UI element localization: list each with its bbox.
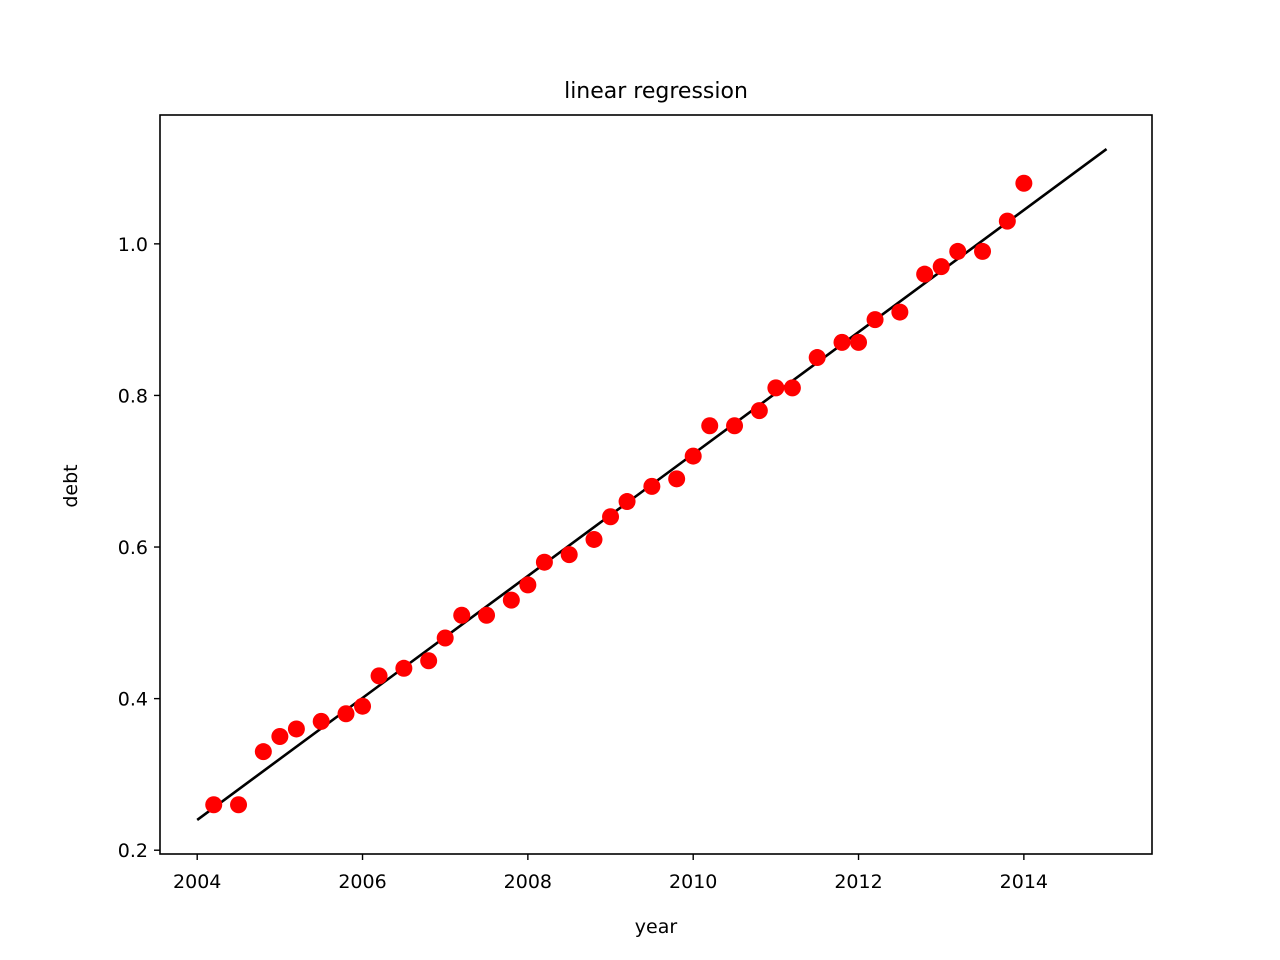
- data-point: [643, 477, 661, 495]
- data-point: [808, 349, 826, 367]
- data-point: [395, 659, 413, 677]
- x-tick-label: 2004: [173, 871, 221, 893]
- data-point: [949, 242, 967, 260]
- y-tick-label: 0.4: [118, 689, 148, 711]
- data-point: [337, 705, 355, 723]
- data-point: [833, 333, 851, 351]
- y-axis-ticks: 0.2 0.4 0.6 0.8 1.0: [118, 234, 160, 862]
- data-point: [519, 576, 537, 594]
- data-point: [478, 606, 496, 624]
- x-axis-ticks: 2004 2006 2008 2010 2012 2014: [173, 854, 1048, 893]
- data-point: [560, 546, 578, 564]
- data-point: [618, 493, 636, 511]
- data-point: [916, 265, 934, 283]
- data-point: [585, 530, 603, 548]
- data-point: [436, 629, 454, 647]
- data-point: [750, 402, 768, 420]
- axes-frame: [159, 114, 1153, 855]
- x-tick-label: 2006: [338, 871, 386, 893]
- y-tick-label: 0.6: [118, 537, 148, 559]
- data-point: [453, 606, 471, 624]
- data-point: [767, 379, 785, 397]
- data-point: [420, 652, 438, 670]
- data-point: [354, 697, 372, 715]
- data-point: [998, 212, 1016, 230]
- x-tick-label: 2014: [1000, 871, 1048, 893]
- data-point: [684, 447, 702, 465]
- data-point: [974, 242, 992, 260]
- data-point: [287, 720, 305, 738]
- data-point: [205, 796, 223, 814]
- plot-area: [196, 148, 1108, 821]
- data-point: [932, 258, 950, 276]
- data-point: [783, 379, 801, 397]
- data-point: [230, 796, 248, 814]
- y-tick-label: 0.8: [118, 385, 148, 407]
- y-tick-label: 0.2: [118, 840, 148, 862]
- data-point: [866, 311, 884, 329]
- data-point: [726, 417, 744, 435]
- x-tick-label: 2012: [834, 871, 882, 893]
- data-point: [535, 553, 553, 571]
- data-point: [502, 591, 520, 609]
- data-point: [850, 333, 868, 351]
- data-point: [271, 728, 289, 746]
- data-point: [370, 667, 388, 685]
- x-tick-label: 2008: [504, 871, 552, 893]
- data-point: [254, 743, 272, 761]
- y-tick-label: 1.0: [118, 234, 148, 256]
- data-point: [312, 712, 330, 730]
- x-tick-label: 2010: [669, 871, 717, 893]
- data-point: [891, 303, 909, 321]
- data-point: [602, 508, 620, 526]
- x-axis-label: year: [635, 916, 678, 938]
- data-point: [668, 470, 686, 488]
- data-point: [1015, 174, 1033, 192]
- data-point: [701, 417, 719, 435]
- y-axis-label: debt: [60, 464, 82, 507]
- chart-title: linear regression: [564, 79, 748, 104]
